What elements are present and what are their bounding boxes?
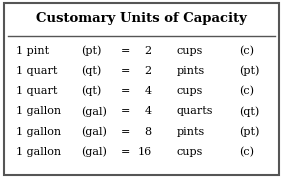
Text: =: =	[121, 147, 131, 157]
Text: 1 quart: 1 quart	[16, 66, 57, 76]
FancyBboxPatch shape	[4, 3, 279, 175]
Text: (gal): (gal)	[81, 106, 106, 117]
Text: 2: 2	[144, 46, 151, 56]
Text: 1 gallon: 1 gallon	[16, 147, 61, 157]
Text: =: =	[121, 106, 131, 116]
Text: 2: 2	[144, 66, 151, 76]
Text: (gal): (gal)	[81, 147, 106, 158]
Text: 16: 16	[137, 147, 151, 157]
Text: (qt): (qt)	[239, 106, 260, 117]
Text: =: =	[121, 86, 131, 96]
Text: 1 quart: 1 quart	[16, 86, 57, 96]
Text: (c): (c)	[239, 86, 254, 96]
Text: (pt): (pt)	[239, 126, 260, 137]
Text: (qt): (qt)	[81, 66, 101, 77]
Text: =: =	[121, 66, 131, 76]
Text: (pt): (pt)	[81, 45, 101, 56]
Text: 1 gallon: 1 gallon	[16, 106, 61, 116]
Text: 8: 8	[144, 127, 151, 137]
Text: Customary Units of Capacity: Customary Units of Capacity	[36, 12, 247, 25]
Text: 4: 4	[144, 86, 151, 96]
Text: quarts: quarts	[177, 106, 213, 116]
Text: 4: 4	[144, 106, 151, 116]
Text: 1 pint: 1 pint	[16, 46, 49, 56]
Text: (c): (c)	[239, 46, 254, 56]
Text: 1 gallon: 1 gallon	[16, 127, 61, 137]
Text: (qt): (qt)	[81, 85, 101, 96]
Text: (gal): (gal)	[81, 126, 106, 137]
Text: pints: pints	[177, 127, 205, 137]
Text: cups: cups	[177, 147, 203, 157]
Text: pints: pints	[177, 66, 205, 76]
Text: (pt): (pt)	[239, 66, 260, 77]
Text: =: =	[121, 46, 131, 56]
Text: =: =	[121, 127, 131, 137]
Text: cups: cups	[177, 86, 203, 96]
Text: cups: cups	[177, 46, 203, 56]
Text: (c): (c)	[239, 147, 254, 157]
